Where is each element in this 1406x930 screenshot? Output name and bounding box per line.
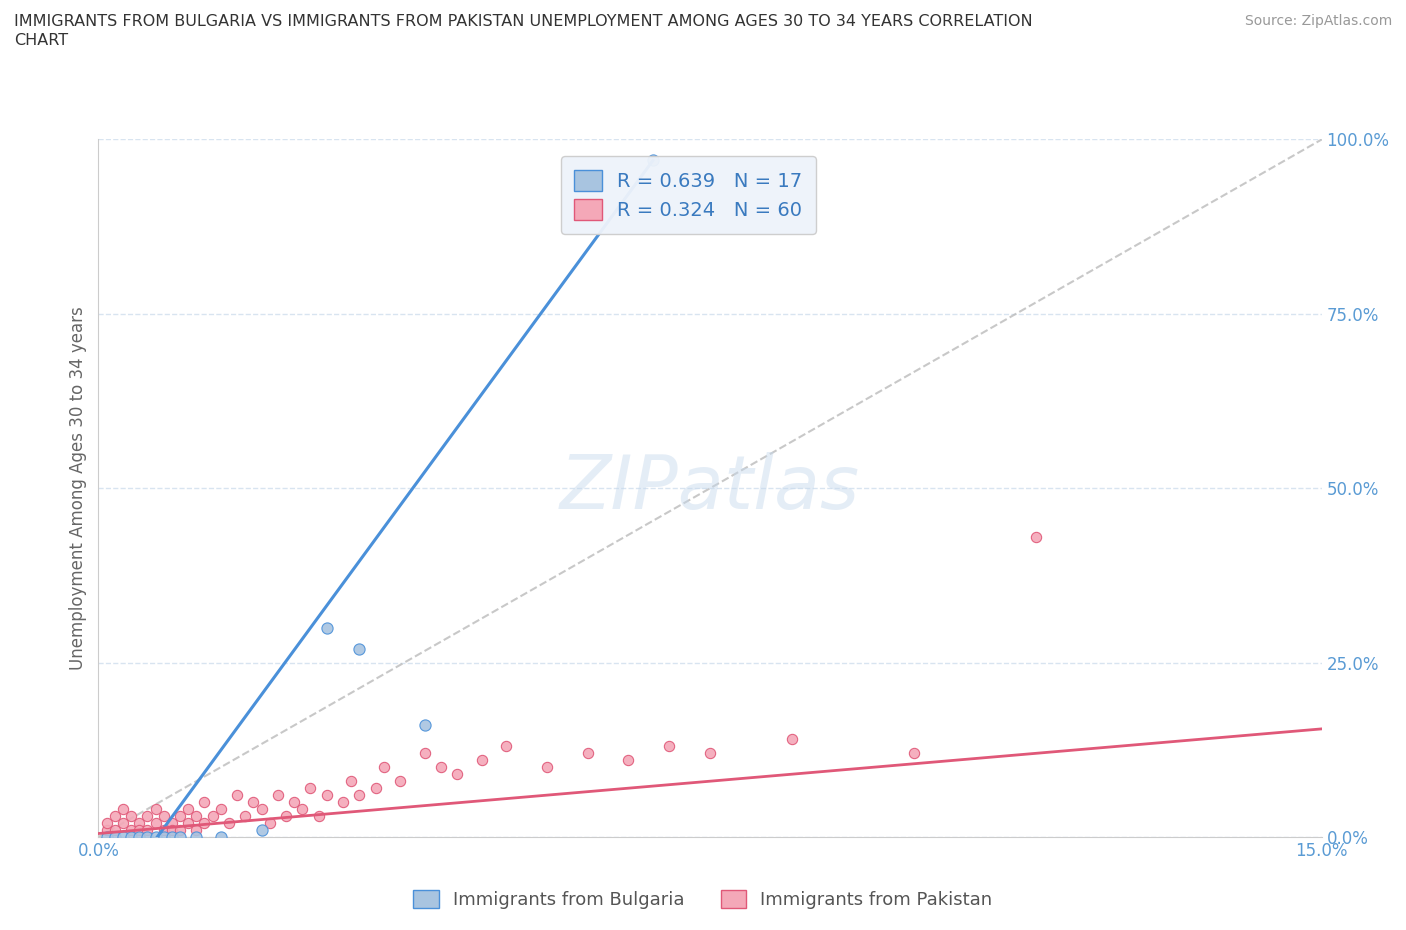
Point <box>903 746 925 761</box>
Point <box>136 830 159 844</box>
Point <box>104 809 127 824</box>
Point <box>349 788 371 803</box>
Text: IMMIGRANTS FROM BULGARIA VS IMMIGRANTS FROM PAKISTAN UNEMPLOYMENT AMONG AGES 30 : IMMIGRANTS FROM BULGARIA VS IMMIGRANTS F… <box>14 14 1032 29</box>
Text: CHART: CHART <box>14 33 67 47</box>
Point <box>111 830 134 844</box>
Point <box>242 794 264 809</box>
Point <box>495 738 517 753</box>
Point <box>96 816 118 830</box>
Point <box>152 830 174 844</box>
Point <box>120 830 142 844</box>
Point <box>128 816 150 830</box>
Point <box>186 823 208 837</box>
Legend: Immigrants from Bulgaria, Immigrants from Pakistan: Immigrants from Bulgaria, Immigrants fro… <box>406 883 1000 916</box>
Point <box>145 830 167 844</box>
Point <box>233 809 256 824</box>
Point <box>169 823 191 837</box>
Point <box>136 809 159 824</box>
Point <box>136 823 159 837</box>
Point <box>226 788 249 803</box>
Point <box>274 809 297 824</box>
Point <box>218 816 240 830</box>
Point <box>617 753 640 768</box>
Point <box>160 823 183 837</box>
Point <box>291 802 314 817</box>
Point <box>413 718 436 733</box>
Point <box>641 153 664 168</box>
Point <box>389 774 412 789</box>
Point <box>780 732 803 747</box>
Point <box>169 830 191 844</box>
Point <box>128 823 150 837</box>
Point <box>96 823 118 837</box>
Point <box>267 788 290 803</box>
Point <box>128 830 150 844</box>
Point <box>111 802 134 817</box>
Point <box>186 830 208 844</box>
Point <box>177 802 200 817</box>
Point <box>340 774 363 789</box>
Point <box>177 816 200 830</box>
Point <box>308 809 330 824</box>
Point <box>576 746 599 761</box>
Point <box>193 794 215 809</box>
Point <box>413 746 436 761</box>
Point <box>658 738 681 753</box>
Point <box>160 816 183 830</box>
Point <box>446 766 468 781</box>
Point <box>250 802 273 817</box>
Legend: R = 0.639   N = 17, R = 0.324   N = 60: R = 0.639 N = 17, R = 0.324 N = 60 <box>561 156 815 233</box>
Point <box>699 746 721 761</box>
Point <box>145 802 167 817</box>
Point <box>471 753 494 768</box>
Point <box>259 816 281 830</box>
Point <box>1025 530 1047 545</box>
Point <box>152 809 174 824</box>
Point <box>283 794 305 809</box>
Text: Source: ZipAtlas.com: Source: ZipAtlas.com <box>1244 14 1392 28</box>
Point <box>96 830 118 844</box>
Point <box>349 642 371 657</box>
Y-axis label: Unemployment Among Ages 30 to 34 years: Unemployment Among Ages 30 to 34 years <box>69 306 87 671</box>
Point <box>169 809 191 824</box>
Point <box>430 760 453 775</box>
Point <box>111 816 134 830</box>
Point <box>315 788 337 803</box>
Point <box>536 760 558 775</box>
Point <box>332 794 354 809</box>
Point <box>145 816 167 830</box>
Point <box>373 760 395 775</box>
Point <box>120 823 142 837</box>
Point <box>186 809 208 824</box>
Point <box>250 823 273 837</box>
Point <box>209 830 232 844</box>
Point <box>193 816 215 830</box>
Point <box>104 830 127 844</box>
Point <box>299 781 322 796</box>
Point <box>104 823 127 837</box>
Point <box>201 809 224 824</box>
Point <box>364 781 387 796</box>
Point <box>152 823 174 837</box>
Text: ZIPatlas: ZIPatlas <box>560 452 860 525</box>
Point <box>209 802 232 817</box>
Point <box>160 830 183 844</box>
Point <box>120 809 142 824</box>
Point <box>315 620 337 635</box>
